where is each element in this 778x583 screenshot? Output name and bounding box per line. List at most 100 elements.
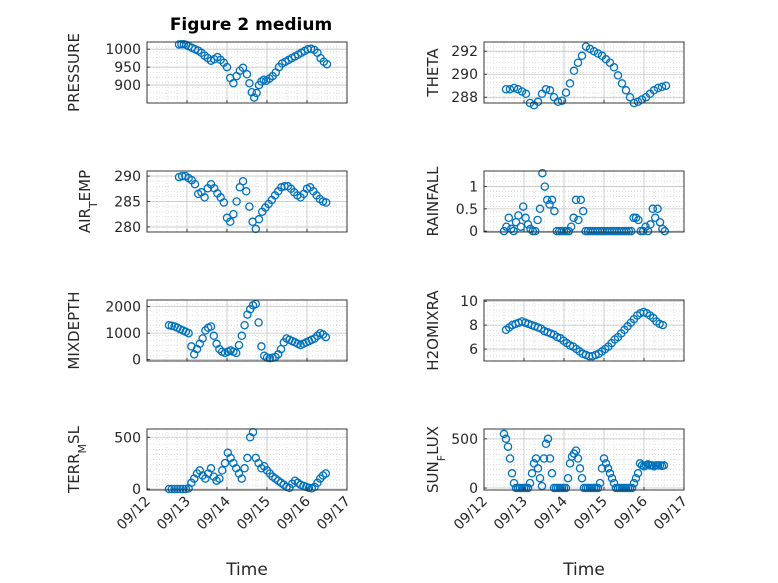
data-point — [545, 454, 555, 463]
data-point — [575, 464, 585, 473]
y-axis-label: H2OMIXRA — [424, 290, 442, 371]
data-point — [605, 469, 615, 478]
data-point — [505, 84, 515, 94]
y-axis-label: TERRMSL — [65, 425, 89, 494]
y-tick-label: 280 — [114, 220, 141, 236]
data-point — [547, 195, 557, 205]
axes-frame — [146, 428, 348, 491]
data-point — [659, 461, 669, 470]
data-point — [561, 88, 571, 97]
data-point — [231, 348, 241, 358]
x-tick-label: 09/17 — [314, 494, 354, 534]
data-point — [569, 66, 579, 76]
data-point — [502, 222, 511, 231]
series-points — [499, 429, 669, 493]
data-point — [573, 454, 583, 463]
data-point — [248, 427, 258, 437]
data-point — [242, 70, 252, 79]
data-point — [200, 193, 209, 202]
data-point — [241, 187, 251, 196]
data-point — [609, 63, 619, 72]
data-point — [240, 464, 249, 473]
data-point — [170, 484, 179, 494]
data-point — [501, 434, 511, 444]
data-point — [322, 59, 332, 69]
y-tick-label: 8 — [469, 318, 478, 334]
chart-terr-msl: 0 500 09/12 09/13 09/14 09/15 09/16 09/17 TERRMS… — [65, 425, 354, 580]
data-point — [164, 484, 174, 494]
data-point — [563, 473, 573, 483]
x-tick-label: 09/16 — [611, 493, 651, 533]
data-point — [516, 222, 526, 231]
data-point — [237, 474, 247, 483]
data-point — [187, 478, 196, 488]
series-points — [499, 168, 670, 236]
data-point — [633, 469, 643, 478]
series-points — [501, 307, 668, 361]
data-point — [538, 168, 547, 178]
series-points — [164, 299, 331, 363]
data-point — [234, 340, 244, 350]
data-point — [321, 332, 331, 342]
y-tick-label: 1 — [469, 180, 478, 196]
x-tick-label: 09/12 — [114, 494, 154, 534]
data-point — [658, 320, 668, 330]
data-point — [660, 226, 670, 236]
data-point — [220, 458, 230, 468]
data-point — [539, 454, 549, 463]
data-point — [504, 213, 514, 223]
data-point — [541, 84, 551, 94]
data-point — [574, 215, 583, 225]
figure-title: Figure 2 medium — [170, 15, 332, 35]
y-tick-label: 0 — [132, 353, 141, 369]
data-point — [206, 464, 216, 473]
data-point — [257, 342, 266, 351]
data-point — [310, 334, 319, 343]
data-point — [245, 202, 254, 211]
y-axis-label: PRESSURE — [65, 33, 83, 112]
data-point — [527, 469, 537, 478]
data-point — [617, 79, 627, 88]
data-point — [514, 211, 523, 220]
data-point — [173, 484, 182, 494]
data-point — [543, 434, 553, 444]
y-tick-label: 285 — [114, 195, 141, 211]
data-point — [509, 83, 519, 93]
data-point — [578, 206, 588, 216]
chart-h2omixra: 6 8 10 H2OMIXRA — [424, 290, 685, 371]
data-point — [243, 453, 252, 463]
axes-frame — [483, 170, 685, 233]
data-point — [621, 86, 631, 95]
axes-frame — [483, 299, 685, 362]
data-point — [613, 71, 623, 80]
x-tick-label: 09/13 — [491, 494, 531, 534]
data-point — [521, 89, 531, 99]
data-point — [571, 195, 581, 205]
data-point — [601, 459, 611, 468]
x-tick-label: 09/15 — [571, 494, 611, 534]
data-point — [559, 226, 569, 236]
data-point — [550, 206, 559, 216]
data-point — [641, 222, 650, 231]
data-point — [265, 353, 275, 363]
data-point — [533, 97, 543, 107]
data-point — [523, 220, 533, 229]
y-axis-label: AIRTEMP — [76, 170, 100, 233]
data-point — [499, 429, 509, 439]
y-tick-label: 6 — [469, 342, 478, 358]
data-point — [629, 213, 638, 223]
data-point — [232, 197, 241, 206]
data-point — [622, 226, 631, 236]
data-point — [518, 202, 528, 211]
axes-frame — [146, 299, 348, 362]
data-point — [531, 454, 541, 463]
y-axis-label: SUNFLUX — [424, 426, 448, 493]
data-point — [562, 226, 571, 236]
y-tick-label: 500 — [451, 432, 478, 448]
data-point — [541, 439, 551, 449]
data-point — [259, 461, 269, 471]
data-point — [658, 224, 667, 234]
data-point — [533, 215, 542, 225]
data-point — [201, 326, 210, 335]
data-point — [528, 226, 538, 236]
